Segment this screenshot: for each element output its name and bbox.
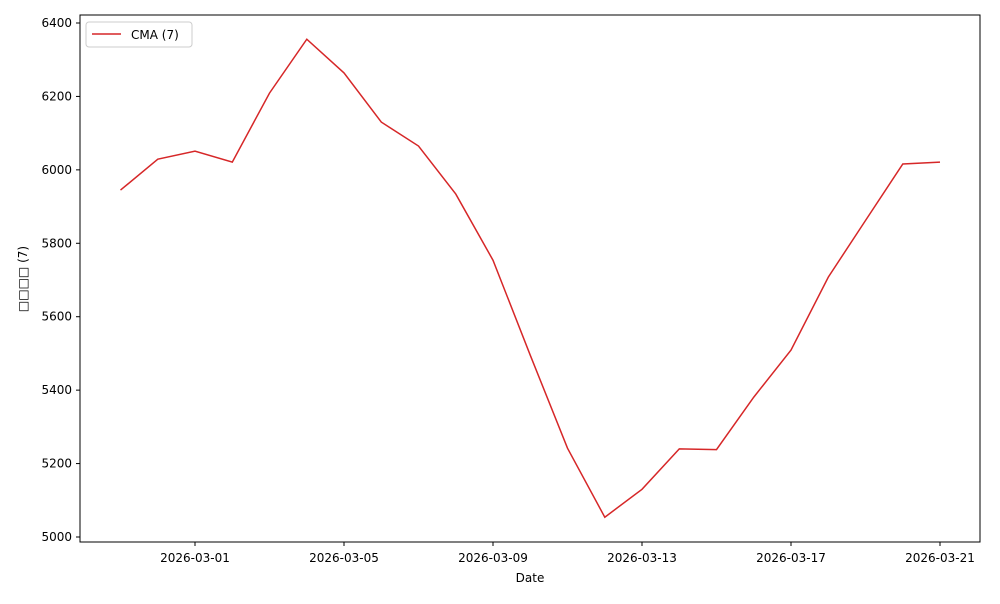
- series-line: [120, 38, 941, 519]
- y-tick-label: 5800: [41, 236, 72, 250]
- y-tick-label: 6200: [41, 89, 72, 103]
- y-axis-label: □□□□ (7): [16, 246, 30, 312]
- legend-box: [85, 21, 193, 48]
- x-tick-label: 2026-03-17: [756, 551, 826, 565]
- y-tick-label: 5400: [41, 383, 72, 397]
- x-tick-label: 2026-03-13: [607, 551, 677, 565]
- y-tick-label: 5200: [41, 457, 72, 471]
- y-tick-label: 5000: [41, 530, 72, 544]
- y-tick-label: 5600: [41, 310, 72, 324]
- legend: CMA (7): [85, 21, 193, 48]
- x-tick-label: 2026-03-01: [160, 551, 230, 565]
- y-tick-label: 6400: [41, 16, 72, 30]
- legend-label: CMA (7): [131, 28, 179, 42]
- plot-frame: [79, 14, 981, 543]
- x-tick-label: 2026-03-21: [905, 551, 975, 565]
- y-tick-label: 6000: [41, 163, 72, 177]
- x-tick-label: 2026-03-09: [458, 551, 528, 565]
- x-axis-label: Date: [516, 571, 545, 585]
- x-tick-label: 2026-03-05: [309, 551, 379, 565]
